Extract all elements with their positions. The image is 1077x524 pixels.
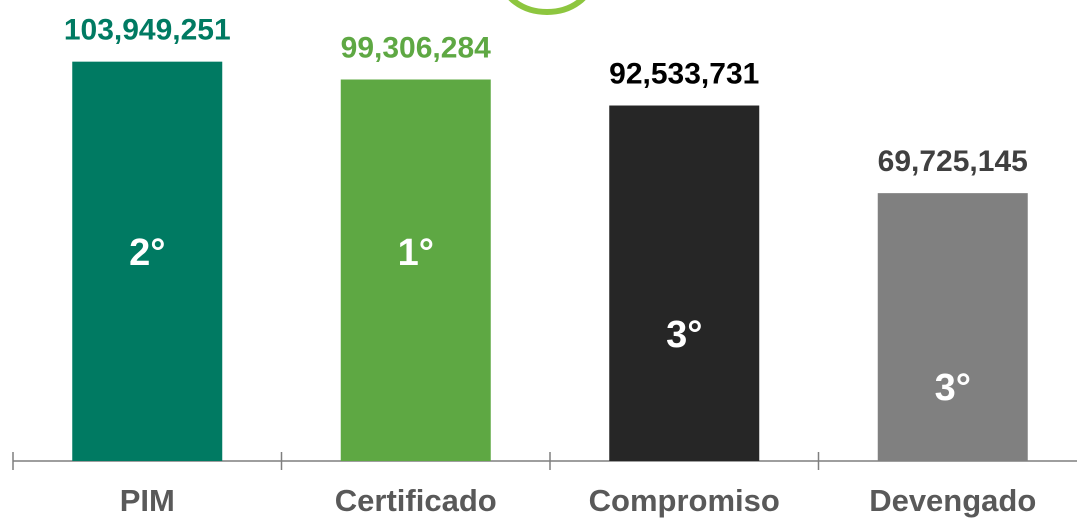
rank-label: 1° [398, 232, 434, 274]
rank-label: 3° [666, 314, 702, 356]
x-tick-label: PIM [120, 483, 175, 518]
bar [609, 105, 760, 462]
x-tick-label: Compromiso [589, 483, 780, 518]
value-label: 69,725,145 [878, 145, 1028, 178]
value-label: 92,533,731 [609, 57, 759, 90]
rank-label: 3° [935, 367, 971, 409]
value-label: 99,306,284 [341, 31, 491, 64]
rank-label: 2° [129, 232, 165, 274]
decoration [508, 0, 586, 15]
bar [340, 79, 491, 462]
value-label: 103,949,251 [64, 14, 231, 47]
bar [877, 193, 1028, 462]
bar [72, 61, 223, 462]
x-tick-label: Certificado [335, 483, 497, 518]
x-tick-label: Devengado [869, 483, 1036, 518]
